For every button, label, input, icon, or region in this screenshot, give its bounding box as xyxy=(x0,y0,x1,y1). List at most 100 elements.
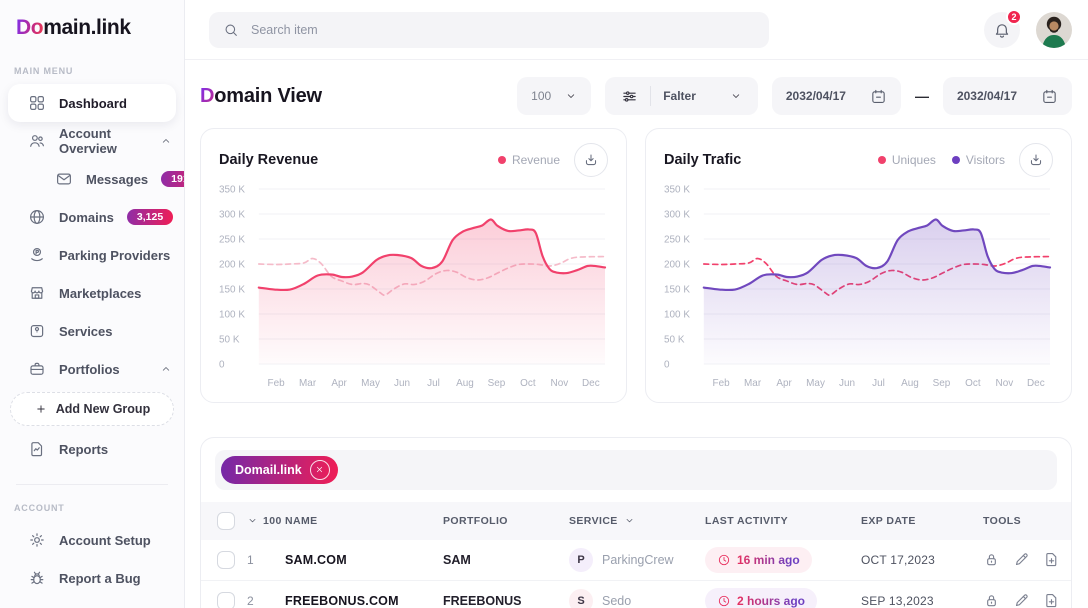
svg-text:0: 0 xyxy=(219,360,225,371)
chart-title: Daily Trafic xyxy=(664,152,742,168)
row-tools xyxy=(983,592,1071,608)
pencil-button[interactable] xyxy=(1013,592,1030,608)
bell-icon xyxy=(993,21,1011,39)
brand-logo-accent: Do xyxy=(16,16,44,39)
clock-icon xyxy=(717,553,731,567)
file-plus-button[interactable] xyxy=(1043,551,1060,568)
svg-text:350 K: 350 K xyxy=(664,184,690,195)
portfolio-name: SAM xyxy=(443,552,471,567)
sidebar: Domain.link MAIN MENU Dashboard Account O… xyxy=(0,0,185,608)
page-title: Domain View xyxy=(200,85,322,108)
column-header-name: NAME xyxy=(285,514,318,527)
svg-text:300 K: 300 K xyxy=(219,209,245,220)
sidebar-item-label: Account Overview xyxy=(59,126,117,156)
download-chart-button[interactable] xyxy=(574,143,608,177)
plus-icon xyxy=(34,402,48,416)
topbar-right: 2 xyxy=(984,8,1072,48)
page-header: Domain View 100 Falter 2032/04/17 xyxy=(200,76,1072,116)
svg-text:Sep: Sep xyxy=(488,378,506,389)
chevron-up-icon xyxy=(160,135,172,147)
table-row: 2 FREEBONUS.COM FREEBONUS S Sedo 2 hours ago S… xyxy=(201,581,1071,608)
svg-text:Mar: Mar xyxy=(744,378,762,389)
date-from-picker[interactable]: 2032/04/17 xyxy=(771,77,901,115)
last-activity-text: 2 hours ago xyxy=(737,593,806,608)
column-header-last-activity: LAST ACTIVITY xyxy=(705,514,788,527)
clock-icon xyxy=(717,594,731,608)
column-header-service[interactable]: SERVICE xyxy=(569,515,705,527)
sidebar-item-account-setup[interactable]: Account Setup xyxy=(0,521,184,559)
search-input[interactable] xyxy=(249,21,755,38)
chevron-up-icon xyxy=(160,363,172,375)
page-size-select[interactable]: 100 xyxy=(517,77,592,115)
column-header-exp-date: EXP DATE xyxy=(861,514,916,527)
svg-text:Dec: Dec xyxy=(582,378,600,389)
sidebar-item-services[interactable]: Services xyxy=(0,312,184,350)
sidebar-divider xyxy=(16,484,168,485)
sidebar-item-messages[interactable]: Messages 19135 xyxy=(0,160,184,198)
domain-name[interactable]: SAM.COM xyxy=(285,552,347,567)
download-chart-button[interactable] xyxy=(1019,143,1053,177)
last-activity-cell: 2 hours ago xyxy=(705,587,861,608)
row-checkbox[interactable] xyxy=(217,550,235,569)
sidebar-item-portfolios[interactable]: Portfolios xyxy=(0,350,184,388)
mail-icon xyxy=(55,170,73,188)
svg-text:Oct: Oct xyxy=(965,378,981,389)
svg-text:50 K: 50 K xyxy=(219,335,240,346)
sidebar-item-add-new-group[interactable]: Add New Group xyxy=(10,392,174,426)
row-checkbox[interactable] xyxy=(217,591,235,608)
search-bar[interactable] xyxy=(209,11,769,48)
domain-name[interactable]: FREEBONUS.COM xyxy=(285,593,399,608)
table-body: 1 SAM.COM SAM P ParkingCrew 16 min ago OCT 17,… xyxy=(201,540,1071,608)
sidebar-item-reports[interactable]: Reports xyxy=(0,430,184,468)
svg-text:Mar: Mar xyxy=(299,378,317,389)
lock-button[interactable] xyxy=(983,551,1000,568)
filter-dropdown[interactable]: Falter xyxy=(605,77,758,115)
exp-date: OCT 17,2023 xyxy=(861,552,936,567)
chart-header: Daily Trafic Uniques Visitors xyxy=(664,143,1053,177)
filter-tag[interactable]: Domail.link xyxy=(221,455,338,484)
svg-text:Feb: Feb xyxy=(268,378,286,389)
svg-text:250 K: 250 K xyxy=(219,234,245,245)
service-cell: S Sedo xyxy=(569,588,705,608)
calendar-icon xyxy=(1041,88,1058,105)
page-size-value: 100 xyxy=(531,89,552,103)
svg-text:Sep: Sep xyxy=(933,378,951,389)
file-plus-button[interactable] xyxy=(1043,592,1060,608)
briefcase-icon xyxy=(28,360,46,378)
svg-text:Jun: Jun xyxy=(839,378,855,389)
sidebar-item-parking-providers[interactable]: Parking Providers xyxy=(0,236,184,274)
svg-text:May: May xyxy=(806,378,825,389)
box-icon xyxy=(28,322,46,340)
chart-plot: 350 K 300 K 250 K 200 K 150 K 100 K 50 K 0 Feb Ma… xyxy=(664,184,1052,389)
date-to-picker[interactable]: 2032/04/17 xyxy=(942,77,1072,115)
users-icon xyxy=(28,132,46,150)
filter-label: Falter xyxy=(663,89,696,103)
lock-button[interactable] xyxy=(983,592,1000,608)
last-activity-text: 16 min ago xyxy=(737,552,800,567)
count-badge: 19135 xyxy=(161,170,184,188)
svg-text:150 K: 150 K xyxy=(664,285,690,296)
search-icon xyxy=(223,22,239,38)
user-avatar[interactable] xyxy=(1036,11,1072,48)
sidebar-item-report-a-bug[interactable]: Report a Bug xyxy=(0,559,184,597)
domains-table-card: Domail.link 100 NAME PORTFOLIO SERVICE LAST … xyxy=(200,436,1072,608)
svg-text:300 K: 300 K xyxy=(664,209,690,220)
filter-divider xyxy=(650,86,652,106)
avatar-image xyxy=(1036,11,1072,48)
row-count-value: 100 xyxy=(263,514,282,527)
select-all-checkbox[interactable] xyxy=(217,511,235,530)
notifications-button[interactable]: 2 xyxy=(984,8,1022,48)
pencil-button[interactable] xyxy=(1013,551,1030,568)
bug-icon xyxy=(28,569,46,587)
page-content: Domain View 100 Falter 2032/04/17 xyxy=(185,60,1088,608)
exp-date: SEP 13,2023 xyxy=(861,593,934,608)
legend-label: Visitors xyxy=(965,153,1005,167)
sidebar-item-marketplaces[interactable]: Marketplaces xyxy=(0,274,184,312)
sidebar-item-domains[interactable]: Domains 3,125 xyxy=(0,198,184,236)
sidebar-item-dashboard[interactable]: Dashboard xyxy=(8,84,176,122)
row-count-header[interactable]: 100 xyxy=(247,515,285,527)
sidebar-item-account-overview[interactable]: Account Overview xyxy=(0,122,184,160)
sidebar-item-label: Account Setup xyxy=(59,532,151,548)
remove-tag-button[interactable] xyxy=(309,459,330,480)
